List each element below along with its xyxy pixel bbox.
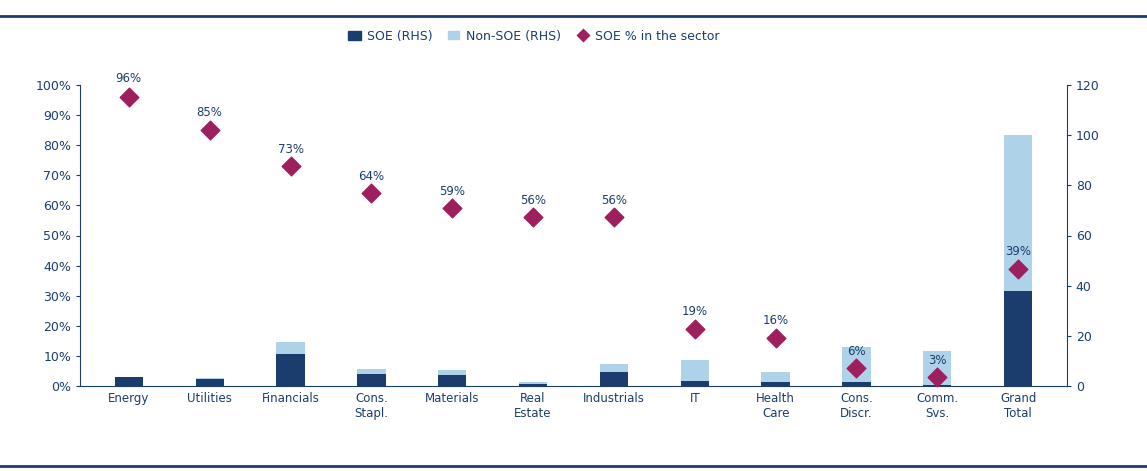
Point [1009, 265, 1028, 272]
Bar [357, 374, 385, 386]
Bar [1004, 135, 1032, 291]
Bar [276, 342, 305, 354]
Bar [357, 369, 385, 374]
Text: 56%: 56% [601, 194, 627, 207]
Bar [438, 370, 467, 375]
Bar [600, 373, 629, 386]
Text: 73%: 73% [278, 143, 304, 155]
Point [362, 189, 381, 197]
Text: 64%: 64% [358, 170, 384, 183]
Point [281, 162, 299, 170]
Bar [842, 347, 871, 382]
Text: 85%: 85% [197, 106, 223, 120]
Text: 19%: 19% [681, 305, 708, 318]
Point [524, 214, 543, 221]
Text: 39%: 39% [1005, 245, 1031, 258]
Bar [276, 354, 305, 386]
Point [443, 204, 461, 212]
Bar [680, 360, 709, 381]
Bar [1004, 291, 1032, 386]
Bar [115, 377, 143, 386]
Bar [195, 378, 224, 379]
Bar [762, 382, 790, 386]
Bar [438, 375, 467, 386]
Bar [600, 364, 629, 373]
Point [686, 325, 704, 333]
Point [766, 334, 785, 342]
Bar [842, 382, 871, 386]
Point [119, 93, 138, 101]
Text: 3%: 3% [928, 354, 946, 366]
Bar [762, 373, 790, 382]
Bar [680, 381, 709, 386]
Point [604, 214, 623, 221]
Bar [518, 382, 547, 384]
Bar [923, 351, 952, 385]
Point [928, 374, 946, 381]
Text: 56%: 56% [520, 194, 546, 207]
Bar [518, 384, 547, 386]
Text: 96%: 96% [116, 72, 142, 85]
Text: 6%: 6% [848, 345, 866, 357]
Point [201, 126, 219, 134]
Point [848, 365, 866, 372]
Text: 59%: 59% [439, 185, 466, 198]
Bar [923, 385, 952, 386]
Bar [195, 379, 224, 386]
Legend: SOE (RHS), Non-SOE (RHS), SOE % in the sector: SOE (RHS), Non-SOE (RHS), SOE % in the s… [343, 24, 725, 48]
Text: 16%: 16% [763, 315, 789, 327]
